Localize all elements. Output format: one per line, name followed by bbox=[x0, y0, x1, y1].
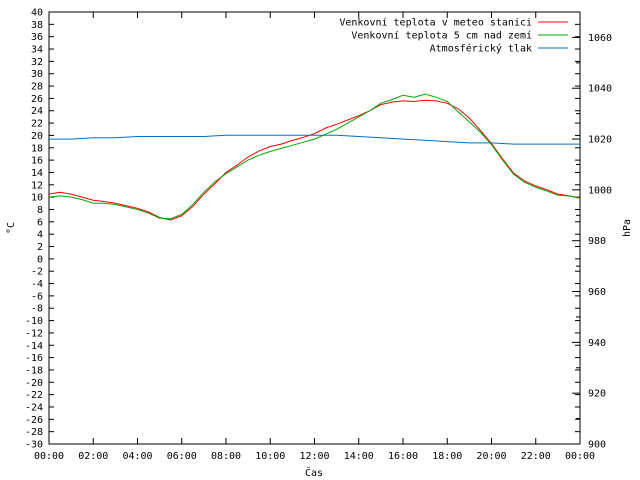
x-tick-label: 14:00 bbox=[344, 451, 374, 462]
x-tick-label: 18:00 bbox=[432, 451, 462, 462]
legend-label: Venkovní teplota v meteo stanici bbox=[339, 17, 532, 29]
x-tick-label: 10:00 bbox=[255, 451, 285, 462]
y-tick-label: -26 bbox=[25, 415, 43, 426]
y-tick-label: -12 bbox=[25, 328, 43, 339]
y-tick-label: 20 bbox=[31, 131, 43, 142]
y-tick-label: 38 bbox=[31, 20, 43, 31]
x-tick-label: 06:00 bbox=[167, 451, 197, 462]
y-tick-label: 22 bbox=[31, 119, 43, 130]
y-tick-label: 34 bbox=[31, 45, 43, 56]
y2-axis-label: hPa bbox=[622, 219, 633, 237]
y-tick-label: -6 bbox=[31, 291, 43, 302]
y-tick-label: 14 bbox=[31, 168, 43, 179]
y2-tick-label: 1040 bbox=[588, 84, 612, 95]
x-tick-label: 04:00 bbox=[122, 451, 152, 462]
x-tick-label: 22:00 bbox=[521, 451, 551, 462]
series-line-2 bbox=[48, 93, 581, 220]
y2-tick-label: 1000 bbox=[588, 185, 612, 196]
y-tick-label: 10 bbox=[31, 193, 43, 204]
y-tick-label: -2 bbox=[31, 267, 43, 278]
y2-tick-label: 940 bbox=[588, 338, 606, 349]
y-tick-label: -4 bbox=[31, 279, 43, 290]
series-layer bbox=[48, 93, 581, 221]
y-tick-label: 32 bbox=[31, 57, 43, 68]
y2-tick-label: 960 bbox=[588, 287, 606, 298]
y-tick-label: -10 bbox=[25, 316, 43, 327]
y-tick-label: 28 bbox=[31, 82, 43, 93]
y-tick-label: -18 bbox=[25, 365, 43, 376]
x-tick-label: 12:00 bbox=[299, 451, 329, 462]
y-tick-label: 18 bbox=[31, 143, 43, 154]
y-tick-label: -16 bbox=[25, 353, 43, 364]
x-axis-label: Čas bbox=[305, 466, 323, 479]
y-tick-label: 26 bbox=[31, 94, 43, 105]
y-tick-label: 6 bbox=[37, 217, 43, 228]
x-tick-label: 00:00 bbox=[34, 451, 64, 462]
series-line-1 bbox=[48, 99, 581, 221]
y-tick-label: 16 bbox=[31, 156, 43, 167]
y-tick-label: 12 bbox=[31, 180, 43, 191]
y-tick-label: -8 bbox=[31, 304, 43, 315]
y-tick-label: 8 bbox=[37, 205, 43, 216]
y-tick-label: -22 bbox=[25, 390, 43, 401]
axes-layer: -30-28-26-24-22-20-18-16-14-12-10-8-6-4-… bbox=[25, 8, 612, 463]
plot-frame bbox=[48, 11, 581, 445]
series-line-3 bbox=[49, 134, 580, 145]
legend: Venkovní teplota v meteo staniciVenkovní… bbox=[339, 17, 568, 55]
y-tick-label: -20 bbox=[25, 378, 43, 389]
y-tick-label: 4 bbox=[37, 230, 43, 241]
y-tick-label: 2 bbox=[37, 242, 43, 253]
y2-tick-label: 1020 bbox=[588, 135, 612, 146]
y-axis-label: °C bbox=[6, 222, 17, 234]
legend-label: Venkovní teplota 5 cm nad zemí bbox=[351, 30, 532, 42]
y-tick-label: 40 bbox=[31, 8, 43, 19]
y-tick-label: -30 bbox=[25, 440, 43, 451]
x-tick-label: 08:00 bbox=[211, 451, 241, 462]
y-tick-label: -14 bbox=[25, 341, 43, 352]
y-tick-label: -28 bbox=[25, 427, 43, 438]
y-tick-label: 0 bbox=[37, 254, 43, 265]
x-tick-label: 20:00 bbox=[476, 451, 506, 462]
legend-label: Atmosférický tlak bbox=[430, 43, 532, 55]
y2-tick-label: 900 bbox=[588, 440, 606, 451]
x-tick-label: 16:00 bbox=[388, 451, 418, 462]
y-tick-label: 36 bbox=[31, 32, 43, 43]
y-tick-label: -24 bbox=[25, 402, 43, 413]
x-tick-label: 00:00 bbox=[565, 451, 595, 462]
x-tick-label: 02:00 bbox=[78, 451, 108, 462]
y2-tick-label: 980 bbox=[588, 236, 606, 247]
y-tick-label: 24 bbox=[31, 106, 43, 117]
y2-tick-label: 920 bbox=[588, 389, 606, 400]
y2-tick-label: 1060 bbox=[588, 33, 612, 44]
y-tick-label: 30 bbox=[31, 69, 43, 80]
